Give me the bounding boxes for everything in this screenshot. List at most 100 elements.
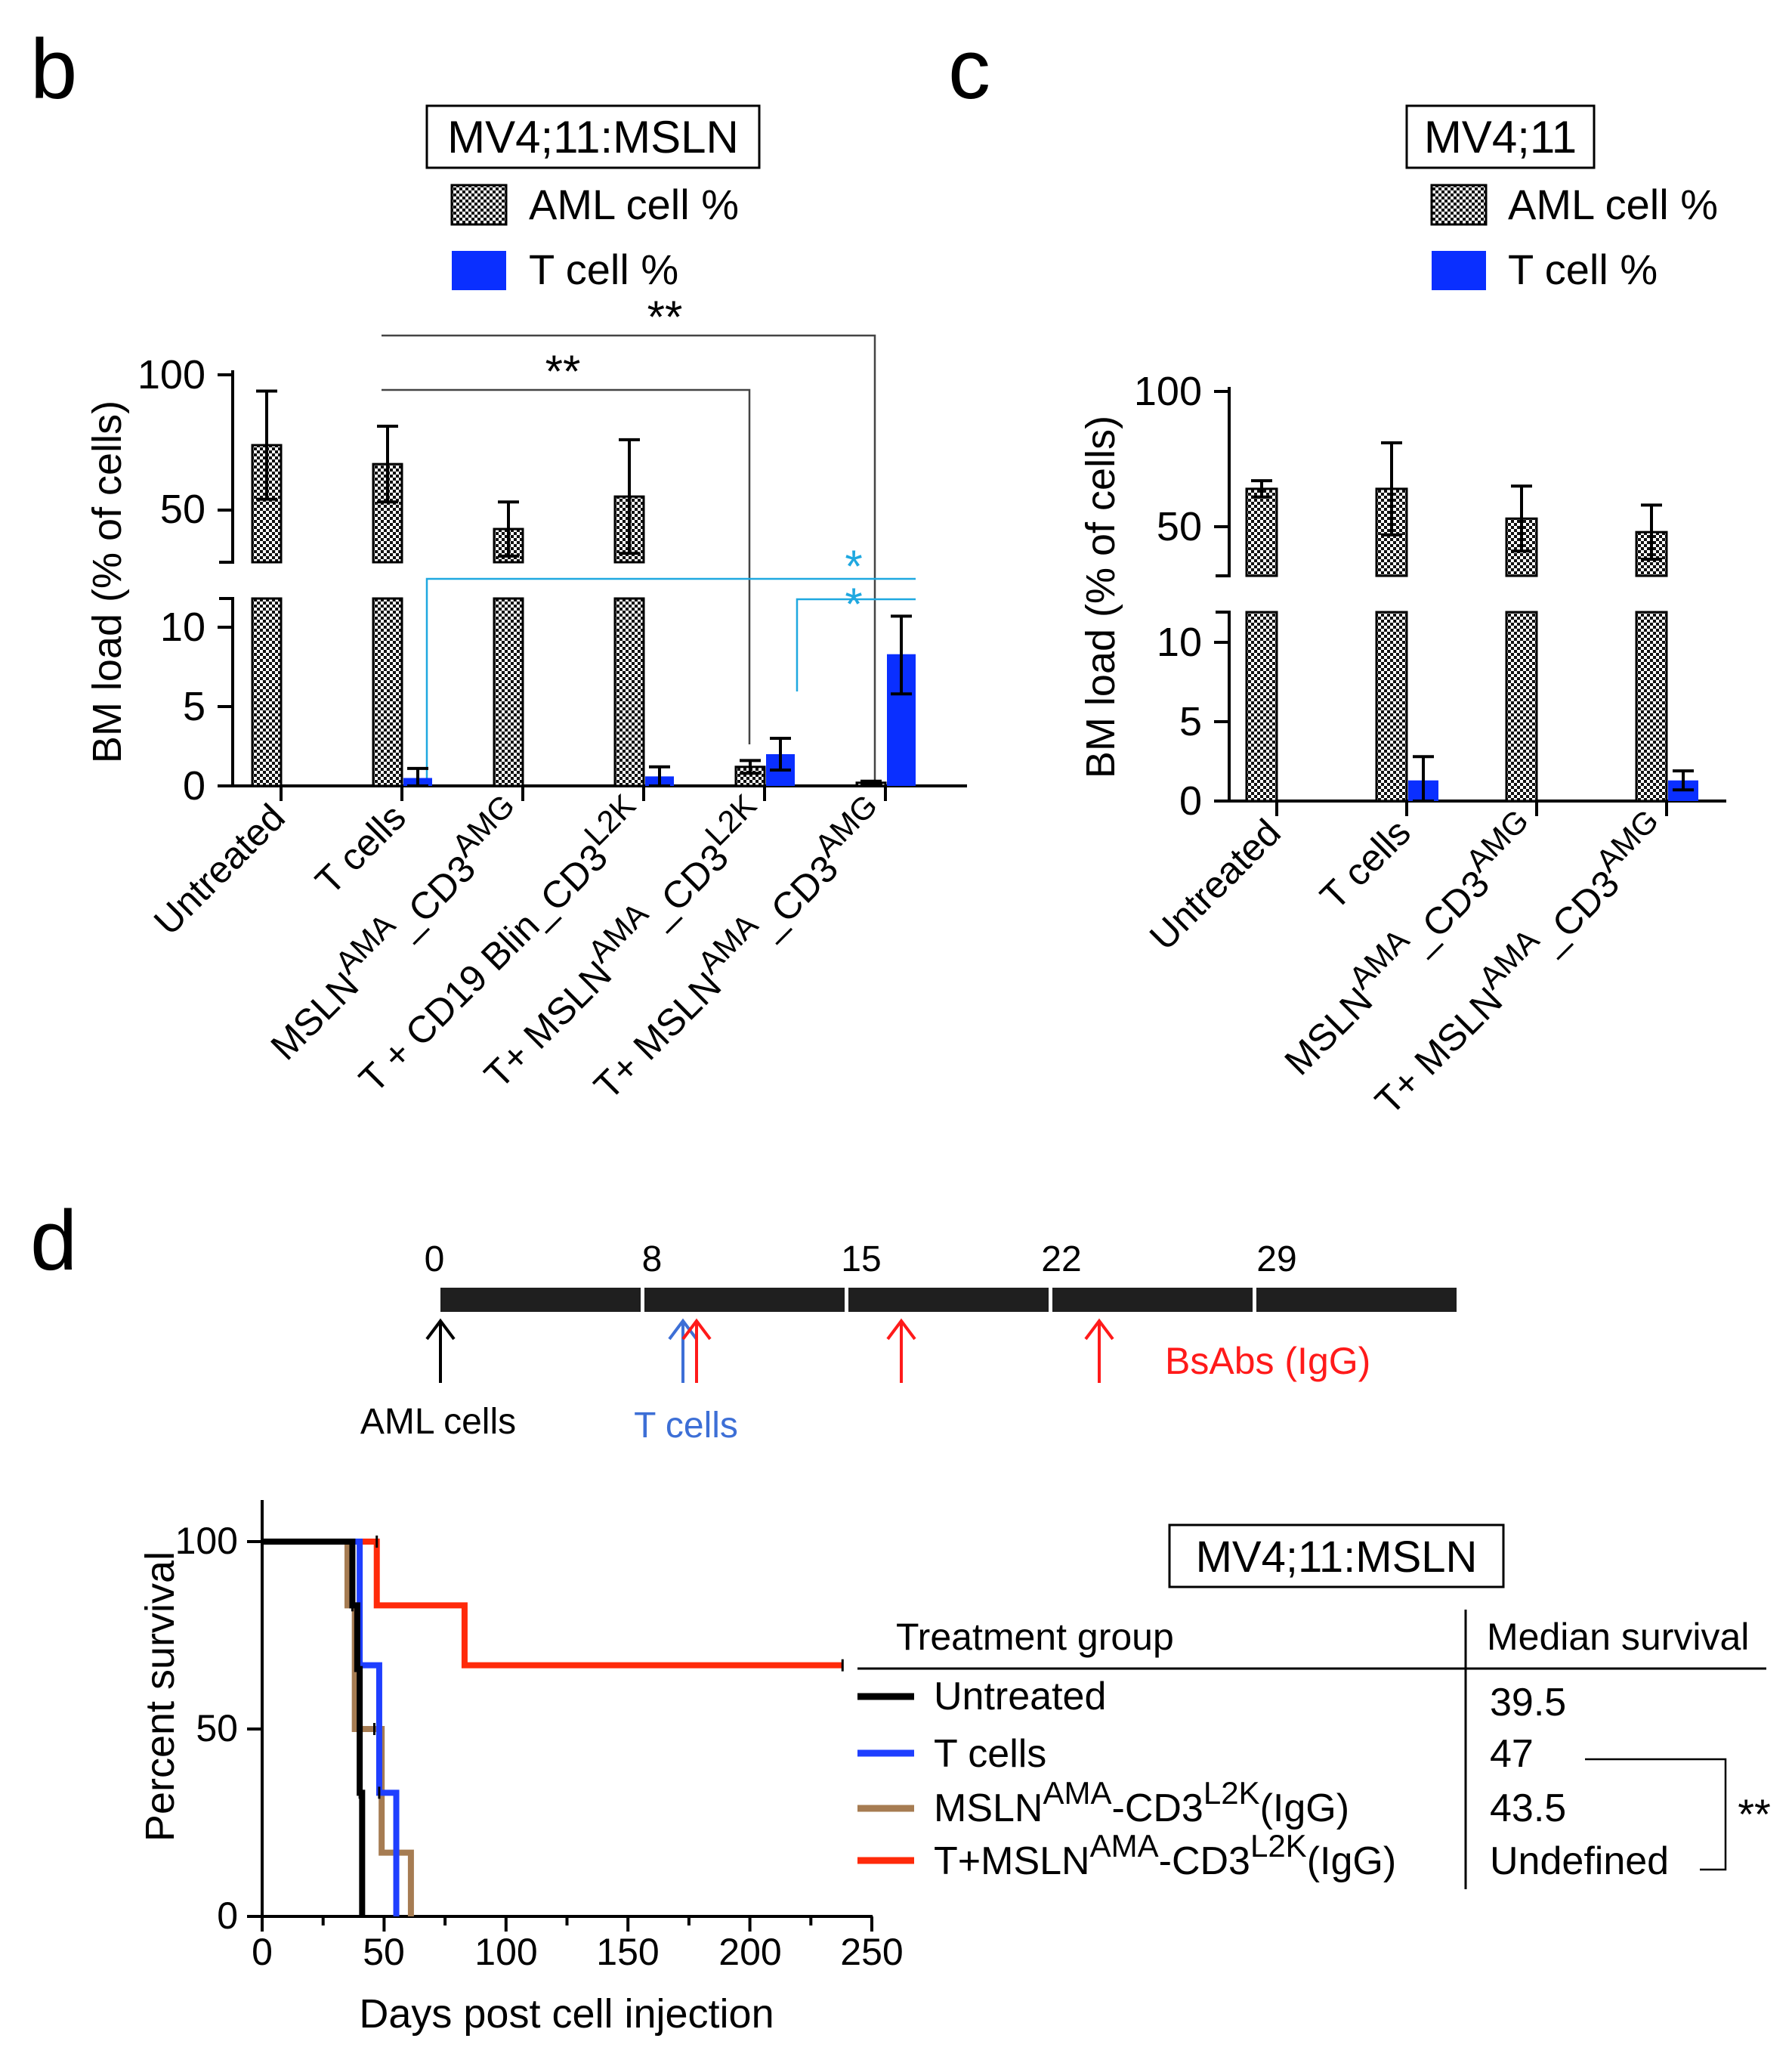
survival-xtick: 150 xyxy=(596,1931,659,1973)
survival-ytick-100: 100 xyxy=(175,1520,238,1562)
survival-curve-untreated xyxy=(262,1539,366,1916)
table-title: MV4;11:MSLN xyxy=(1196,1533,1478,1582)
panel-d-letter: d xyxy=(30,1193,77,1288)
panel-b-sig-1: ** xyxy=(647,292,683,342)
timeline-segment xyxy=(644,1288,845,1312)
panel-c-ytick-10: 10 xyxy=(1157,620,1202,665)
panel-b-sig-4: * xyxy=(845,579,862,629)
panel-b-ytick-100: 100 xyxy=(137,352,205,397)
survival-xtick: 250 xyxy=(840,1931,903,1973)
panel-c-ytick-50: 50 xyxy=(1157,504,1202,549)
t-cell-error-bar xyxy=(770,737,791,772)
aml-error-bar xyxy=(498,500,519,558)
panel-b-sig-bracket-3 xyxy=(425,577,916,778)
aml-error-bar xyxy=(860,779,882,786)
panel-b-sig-3: * xyxy=(845,541,862,592)
median-msln: 43.5 xyxy=(1490,1786,1566,1830)
table-sig: ** xyxy=(1738,1790,1771,1838)
table-row: T cells 47 xyxy=(857,1732,1534,1776)
table-header-group: Treatment group xyxy=(896,1616,1174,1658)
timeline-segment xyxy=(848,1288,1049,1312)
survival-xtick: 50 xyxy=(363,1931,405,1973)
timeline-day-22: 22 xyxy=(1041,1239,1081,1279)
survival-curve-t-cells xyxy=(262,1539,400,1916)
aml-bar-lower xyxy=(1245,611,1278,803)
table-header-median: Median survival xyxy=(1487,1616,1749,1658)
aml-error-bar xyxy=(1511,484,1532,553)
aml-error-bar xyxy=(740,759,761,775)
t-cell-error-bar xyxy=(1413,755,1434,803)
timeline-day-0: 0 xyxy=(425,1239,445,1279)
table-title-box xyxy=(1168,1523,1505,1588)
panel-c-legend-t-swatch xyxy=(1432,251,1486,290)
survival-ytick-50: 50 xyxy=(196,1707,238,1749)
panel-b-sig-bracket-1 xyxy=(382,334,876,784)
timeline-label-aml: AML cells xyxy=(360,1402,516,1442)
panel-c-ytick-5: 5 xyxy=(1179,699,1202,744)
panel-c-ytick-0: 0 xyxy=(1179,778,1202,824)
panel-b-sig-bracket-4 xyxy=(796,598,916,691)
aml-error-bar xyxy=(1381,441,1402,537)
panel-b-ytick-50: 50 xyxy=(160,487,205,532)
panel-b-legend-aml-swatch xyxy=(450,184,508,226)
aml-bar-lower xyxy=(251,597,283,787)
panel-b-sig-2: ** xyxy=(545,346,581,397)
median-tcells: 47 xyxy=(1490,1732,1534,1776)
panel-c-xlabel-tcells: T cells xyxy=(1312,811,1419,917)
survival-xtick: 200 xyxy=(718,1931,781,1973)
panel-b-ytick-0: 0 xyxy=(183,763,205,809)
aml-error-bar xyxy=(256,389,277,501)
table-row: Untreated 39.5 xyxy=(857,1675,1566,1724)
aml-error-bar xyxy=(619,438,640,555)
t-cell-error-bar xyxy=(407,766,428,787)
aml-bar-lower xyxy=(372,597,403,787)
panel-c-legend-t: T cell % xyxy=(1508,246,1658,293)
panel-b-title-box xyxy=(425,104,761,169)
panel-b-xlabel-tcells: T cells xyxy=(307,796,414,902)
panel-b-axes xyxy=(218,370,967,801)
table-row: T+MSLNAMA-CD3L2K(IgG) Undefined xyxy=(857,1828,1669,1883)
panel-c-bars xyxy=(1245,441,1698,803)
aml-error-bar xyxy=(1641,503,1662,561)
median-untreated: 39.5 xyxy=(1490,1681,1566,1724)
panel-c-legend-aml: AML cell % xyxy=(1508,181,1718,228)
survival-xtick: 100 xyxy=(474,1931,537,1973)
timeline-arrows xyxy=(425,1318,1114,1383)
aml-bar-lower xyxy=(493,597,524,787)
panel-d: d 0 8 15 22 29 AML cells T cells BsAbs (… xyxy=(30,1193,1771,2037)
panel-b: b MV4;11:MSLN AML cell % T cell % ** ** … xyxy=(30,22,967,1107)
group-label-tcells: T cells xyxy=(934,1732,1046,1776)
timeline-label-bsabs: BsAbs (IgG) xyxy=(1165,1340,1370,1382)
panel-c-xlabel-untreated: Untreated xyxy=(1142,811,1289,958)
survival-curve-msln-cd3-igg- xyxy=(262,1539,414,1916)
panel-b-legend-t-swatch xyxy=(452,251,506,290)
group-label-untreated: Untreated xyxy=(934,1675,1106,1718)
aml-error-bar xyxy=(1251,479,1272,499)
panel-c-title-box xyxy=(1405,104,1596,169)
aml-error-bar xyxy=(377,425,398,504)
aml-bar xyxy=(1245,487,1278,577)
panel-c-ylabel: BM load (% of cells) xyxy=(1078,416,1123,778)
arrow-aml-icon xyxy=(425,1318,456,1383)
aml-bar-lower xyxy=(1375,611,1408,803)
panel-b-legend-t: T cell % xyxy=(529,246,678,293)
t-cell-error-bar xyxy=(1673,769,1694,792)
arrow-bsabs-icon xyxy=(681,1318,712,1383)
timeline-segment xyxy=(1052,1288,1253,1312)
survival-xticks xyxy=(261,1916,873,1932)
survival-xtick: 0 xyxy=(252,1931,273,1973)
panel-c: c MV4;11 AML cell % T cell % 50 100 0 5 … xyxy=(948,22,1726,1122)
table-sig-bracket xyxy=(1585,1758,1727,1871)
panel-c-ytick-100: 100 xyxy=(1134,369,1202,414)
arrow-bsabs-icon xyxy=(886,1318,916,1383)
table-row: MSLNAMA-CD3L2K(IgG) 43.5 xyxy=(857,1775,1566,1831)
panel-c-letter: c xyxy=(948,22,990,116)
panel-b-title: MV4;11:MSLN xyxy=(447,112,739,162)
timeline-day-8: 8 xyxy=(642,1239,663,1279)
timeline-label-tcells: T cells xyxy=(634,1406,738,1446)
panel-b-bars xyxy=(251,389,916,787)
panel-b-sig-bracket-2 xyxy=(382,388,751,744)
group-label-msln: MSLNAMA-CD3L2K(IgG) xyxy=(934,1775,1349,1831)
panel-b-ytick-10: 10 xyxy=(160,605,205,650)
panel-b-ylabel: BM load (% of cells) xyxy=(85,401,130,763)
